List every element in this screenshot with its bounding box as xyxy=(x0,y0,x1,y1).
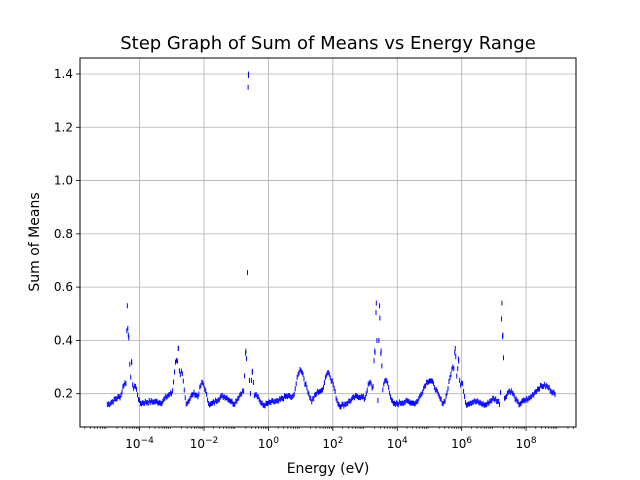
y-axis-ticks: 0.2 0.4 0.6 0.8 1.0 1.2 1.4 xyxy=(54,67,80,401)
y-tick-label: 1.2 xyxy=(54,120,73,134)
y-tick-label: 0.2 xyxy=(54,387,73,401)
x-tick-label: 100 xyxy=(258,436,279,451)
y-tick-label: 1.0 xyxy=(54,174,73,188)
x-tick-label: 106 xyxy=(451,436,472,451)
y-tick-label: 0.8 xyxy=(54,227,73,241)
x-tick-label: 10−4 xyxy=(125,436,154,451)
x-tick-label: 102 xyxy=(322,436,343,451)
x-tick-label: 108 xyxy=(516,436,537,451)
y-tick-label: 1.4 xyxy=(54,67,73,81)
chart-title: Step Graph of Sum of Means vs Energy Ran… xyxy=(120,33,536,54)
x-tick-label: 10−2 xyxy=(190,436,219,451)
x-tick-label: 104 xyxy=(387,436,408,451)
y-tick-label: 0.6 xyxy=(54,280,73,294)
y-tick-label: 0.4 xyxy=(54,333,73,347)
data-marks xyxy=(106,71,556,410)
gridlines xyxy=(80,58,576,427)
y-axis-label: Sum of Means xyxy=(27,192,43,291)
x-axis-ticks: 10−4 10−2 100 102 104 106 108 xyxy=(84,427,574,451)
x-axis-label: Energy (eV) xyxy=(287,461,370,477)
